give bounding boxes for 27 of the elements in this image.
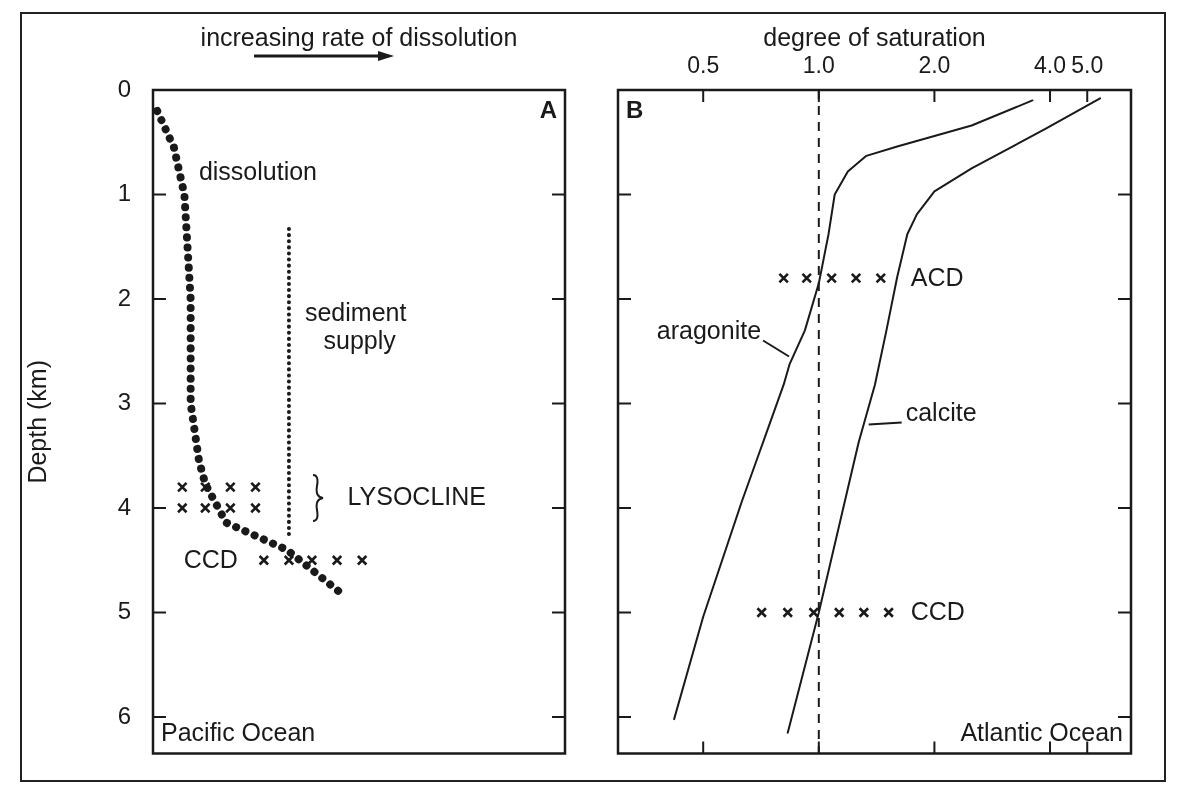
series-label: dissolution (198, 156, 318, 185)
annotation: CCD (183, 545, 238, 574)
text: A (539, 95, 557, 123)
x-tick-label: 5.0 (1071, 51, 1104, 78)
y-tick-label: 0 (117, 74, 131, 102)
y-tick-label: 5 (117, 597, 131, 625)
x-tick-label: 2.0 (918, 51, 951, 78)
y-axis-title: Depth (km) (22, 359, 51, 484)
annotation: CCD (910, 597, 965, 626)
x-tick-label: 1.0 (802, 51, 835, 78)
x-axis-title: increasing rate of dissolution (200, 22, 518, 51)
y-tick-label: 1 (117, 179, 131, 207)
x-axis-title: degree of saturation (763, 22, 986, 51)
x-tick-label: 4.0 (1034, 51, 1067, 78)
legend-label: calcite (905, 398, 977, 427)
y-tick-label: 3 (117, 388, 131, 416)
x-tick-label: 0.5 (687, 51, 720, 78)
annotation: B (626, 95, 644, 123)
y-tick-label: 4 (117, 492, 131, 520)
y-tick-label: 2 (117, 283, 131, 311)
series-label: aragonite (656, 316, 762, 345)
annotation: Atlantic Ocean (960, 718, 1123, 747)
annotation: Pacific Ocean (161, 718, 316, 747)
series-label: sediment supply (304, 297, 407, 354)
y-tick-label: 6 (117, 701, 131, 729)
annotation: ACD (910, 263, 964, 291)
annotation: LYSOCLINE (347, 482, 486, 511)
